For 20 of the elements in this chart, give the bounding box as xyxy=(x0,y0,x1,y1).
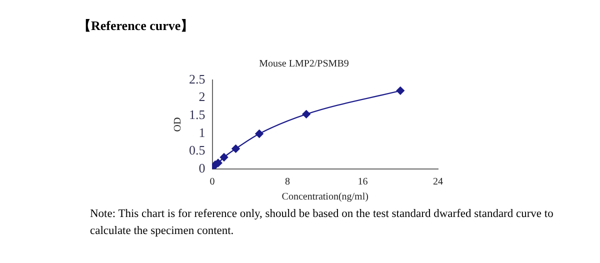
chart-title: 【Reference curve】 xyxy=(78,17,194,35)
point xyxy=(220,153,228,162)
chart-subtitle: Mouse LMP2/PSMB9 xyxy=(259,58,349,70)
x-tick-label: 24 xyxy=(433,176,443,188)
y-tick-label: 0 xyxy=(198,160,206,176)
text: Note: This chart is for reference only, should be based on the test standard dwarfed standard curve to calculate the specimen content. xyxy=(90,207,554,239)
point xyxy=(232,144,240,153)
x-tick-label: 0 xyxy=(210,176,215,188)
point xyxy=(396,86,404,95)
y-tick-label: 1 xyxy=(198,124,206,140)
point xyxy=(255,130,264,138)
x-axis-title: Concentration(ng/ml) xyxy=(282,192,368,203)
y-axis-title: OD xyxy=(172,117,184,132)
x-tick-label: 16 xyxy=(358,176,368,188)
y-tick-label: 2 xyxy=(198,89,206,104)
y-tick-label: 0.5 xyxy=(189,142,206,158)
y-tick-label: 1.5 xyxy=(189,107,206,122)
x-tick-label: 8 xyxy=(285,176,290,188)
point xyxy=(302,110,310,118)
y-tick-label: 2.5 xyxy=(189,71,206,86)
